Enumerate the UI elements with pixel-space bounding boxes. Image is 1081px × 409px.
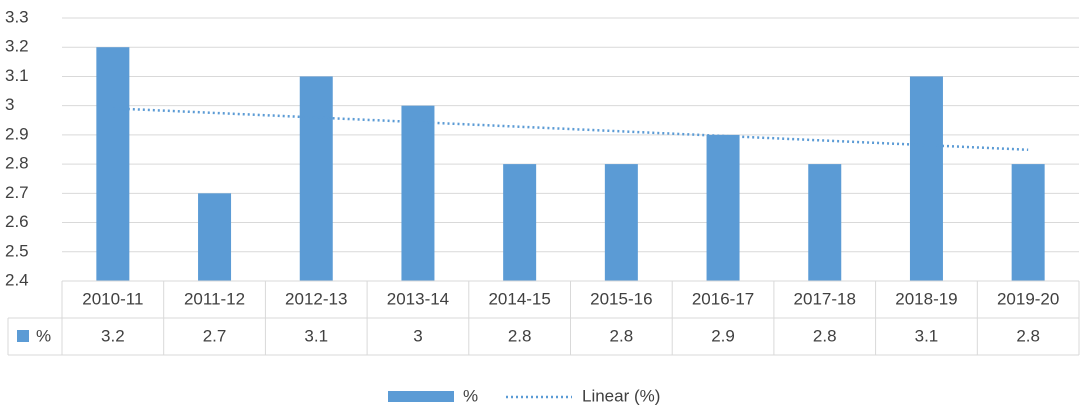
bar [909,76,943,281]
y-tick-label: 2.8 [5,154,29,173]
y-tick-label: 3.1 [5,66,29,85]
table-value: 3.1 [915,326,939,345]
y-tick-label: 2.5 [5,241,29,260]
legend-label: Linear (%) [582,386,660,405]
table-value: 3 [413,326,422,345]
legend-label: % [463,386,478,405]
x-tick-label: 2019-20 [997,289,1059,308]
y-tick-label: 2.4 [5,270,29,289]
bar [299,76,333,281]
x-tick-label: 2010-11 [82,289,143,308]
x-tick-label: 2016-17 [692,289,754,308]
x-tick-label: 2012-13 [285,289,347,308]
x-tick-label: 2011-12 [184,289,245,308]
table-legend-key [17,330,29,342]
x-tick-label: 2014-15 [488,289,550,308]
y-tick-label: 2.9 [5,124,29,143]
bar [401,105,435,282]
bar [96,47,130,281]
table-value: 3.1 [304,326,328,345]
x-tick-label: 2013-14 [387,289,449,308]
table-value: 3.2 [101,326,125,345]
x-tick-label: 2017-18 [794,289,856,308]
bar [198,193,232,281]
bar [1011,164,1045,281]
table-value: 2.8 [610,326,634,345]
y-tick-label: 2.7 [5,183,29,202]
trendline [112,107,1029,152]
y-tick-label: 3 [5,95,14,114]
y-tick-label: 3.2 [5,37,29,56]
table-value: 2.8 [1016,326,1040,345]
bar [503,164,537,281]
table-series-name: % [36,326,51,345]
bar [604,164,638,281]
bar [706,134,740,281]
bar [808,164,842,281]
legend-key [388,391,454,402]
table-value: 2.7 [203,326,227,345]
table-value: 2.8 [508,326,532,345]
table-value: 2.8 [813,326,837,345]
y-tick-label: 3.3 [5,7,29,26]
table-value: 2.9 [711,326,735,345]
x-tick-label: 2018-19 [895,289,957,308]
x-tick-label: 2015-16 [590,289,652,308]
y-tick-label: 2.6 [5,212,29,231]
